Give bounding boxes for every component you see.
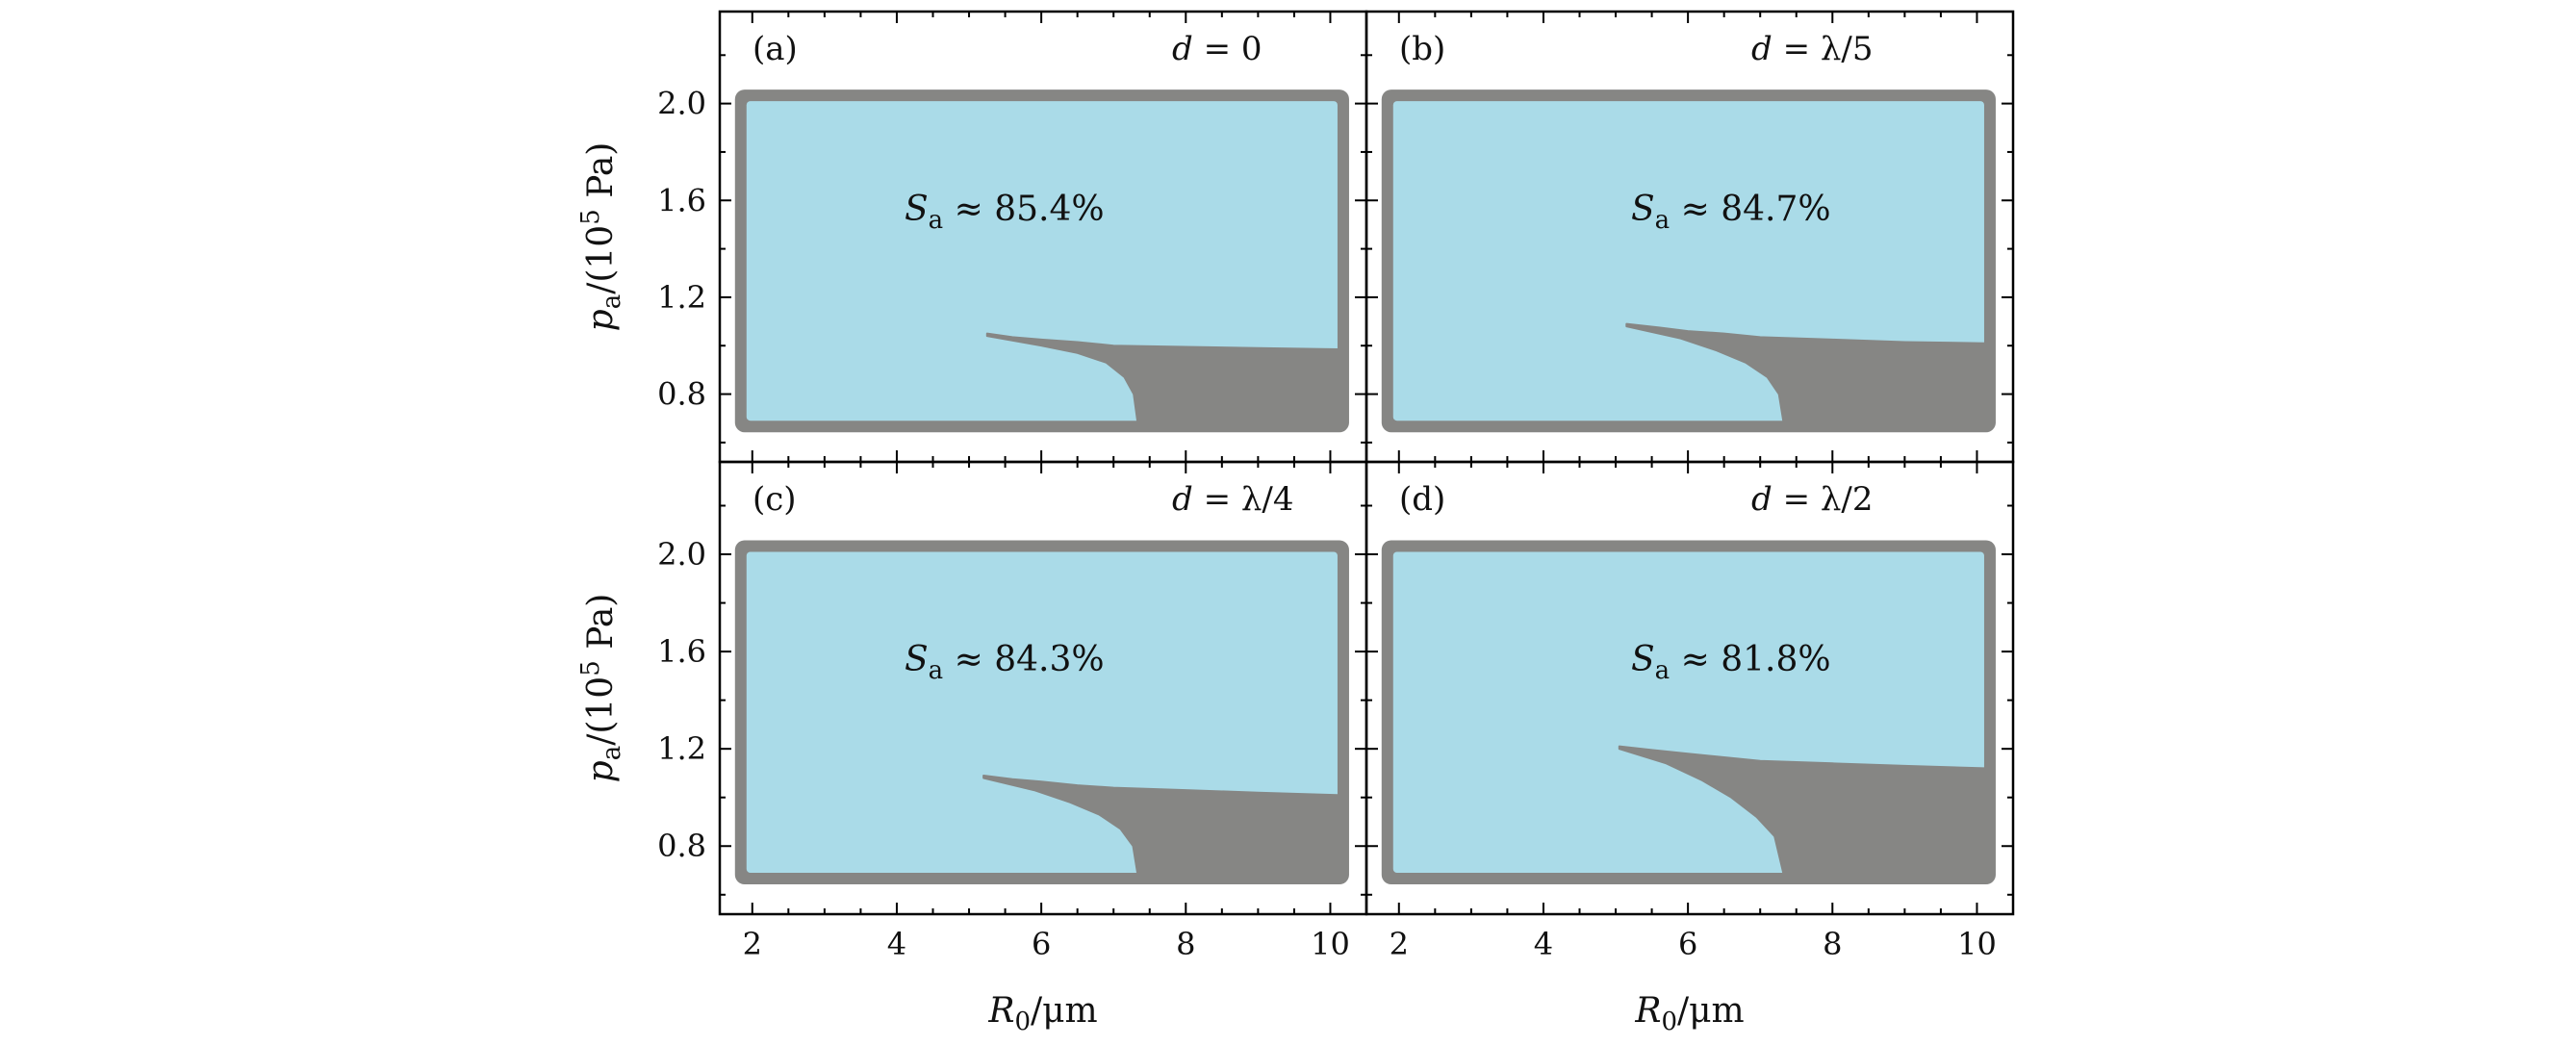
panel-c: 2 4 6 8 10 0.8 1.2 1.6 2.0 (c) d = λ/4 Sa ≈ 84.3% xyxy=(657,460,1368,962)
title-value: = λ/5 xyxy=(1773,30,1874,68)
unstable-region xyxy=(982,775,1339,874)
panel-label: (b) xyxy=(1399,30,1445,68)
stability-annotation: Sa ≈ 84.3% xyxy=(905,640,1105,685)
y-axis-label: pa/(105 Pa) xyxy=(576,142,626,332)
ann-subscript: a xyxy=(929,206,944,235)
panel-title: d = λ/4 xyxy=(1172,480,1294,519)
panel-title: d = λ/5 xyxy=(1751,30,1874,68)
ylabel-unit: /(10 xyxy=(581,676,621,746)
ylabel-symbol: p xyxy=(581,309,621,331)
x-axis-label: R0/μm xyxy=(1634,991,1744,1036)
ylabel-symbol: p xyxy=(581,760,621,782)
ann-symbol: S xyxy=(1631,190,1655,229)
stability-annotation: Sa ≈ 81.8% xyxy=(1631,640,1831,685)
xlabel-unit: /μm xyxy=(1031,991,1098,1031)
xlabel-subscript: 0 xyxy=(1661,1008,1677,1036)
stability-annotation: Sa ≈ 85.4% xyxy=(905,190,1105,235)
x-tick-label: 6 xyxy=(1678,926,1697,962)
x-tick-label: 10 xyxy=(1957,926,1997,962)
xlabel-subscript: 0 xyxy=(1014,1008,1031,1036)
ann-value: ≈ 85.4% xyxy=(943,190,1104,229)
y-tick-label: 1.6 xyxy=(657,633,706,670)
x-axis-label: R0/μm xyxy=(987,991,1097,1036)
x-tick-label: 8 xyxy=(1823,926,1842,962)
title-variable: d xyxy=(1172,30,1193,68)
ann-value: ≈ 84.7% xyxy=(1670,190,1830,229)
ann-value: ≈ 81.8% xyxy=(1670,640,1830,679)
x-tick-label: 2 xyxy=(743,926,762,962)
y-tick-label: 2.0 xyxy=(657,536,706,573)
unstable-region xyxy=(1618,745,1985,874)
xlabel-symbol: R xyxy=(987,991,1014,1031)
panel-title: d = λ/2 xyxy=(1751,480,1874,519)
panel-title: d = 0 xyxy=(1172,30,1262,68)
x-tick-label: 6 xyxy=(1032,926,1051,962)
ann-symbol: S xyxy=(905,190,929,229)
stable-region xyxy=(746,101,1338,421)
x-tick-label: 8 xyxy=(1176,926,1195,962)
panel-label: (c) xyxy=(752,480,797,519)
panel-d: 2 4 6 8 10 (d) d = λ/2 Sa ≈ 81.8% xyxy=(1365,460,2015,962)
y-tick-label: 1.6 xyxy=(657,182,706,218)
ylabel-subscript: a xyxy=(598,294,626,310)
stability-annotation: Sa ≈ 84.7% xyxy=(1631,190,1831,235)
y-tick-label: 1.2 xyxy=(657,730,706,767)
ann-symbol: S xyxy=(1631,640,1655,679)
title-variable: d xyxy=(1751,480,1773,519)
title-value: = 0 xyxy=(1193,30,1262,68)
y-tick-label: 1.2 xyxy=(657,279,706,316)
title-variable: d xyxy=(1172,480,1193,519)
ann-subscript: a xyxy=(1655,206,1671,235)
ylabel-superscript: 5 xyxy=(576,209,605,225)
y-axis-label: pa/(105 Pa) xyxy=(576,594,626,783)
title-value: = λ/4 xyxy=(1193,480,1294,519)
ann-subscript: a xyxy=(929,656,944,685)
xlabel-symbol: R xyxy=(1634,991,1661,1031)
y-tick-label: 2.0 xyxy=(657,86,706,122)
x-tick-label: 4 xyxy=(1534,926,1553,962)
ylabel-tail: Pa) xyxy=(581,142,621,210)
panel-label: (a) xyxy=(752,30,798,68)
ylabel-tail: Pa) xyxy=(581,594,621,661)
panel-b: (b) d = λ/5 Sa ≈ 84.7% xyxy=(1365,10,2015,464)
xlabel-unit: /μm xyxy=(1677,991,1745,1031)
title-variable: d xyxy=(1751,30,1773,68)
y-tick-label: 0.8 xyxy=(657,376,706,413)
title-value: = λ/2 xyxy=(1773,480,1874,519)
ann-symbol: S xyxy=(905,640,929,679)
ylabel-superscript: 5 xyxy=(576,660,605,676)
ann-subscript: a xyxy=(1655,656,1671,685)
panel-label: (d) xyxy=(1399,480,1445,519)
ylabel-unit: /(10 xyxy=(581,225,621,294)
y-tick-label: 0.8 xyxy=(657,828,706,864)
x-tick-label: 2 xyxy=(1390,926,1409,962)
unstable-region xyxy=(985,332,1339,422)
ann-value: ≈ 84.3% xyxy=(943,640,1104,679)
panel-frame xyxy=(1365,460,2015,916)
x-tick-label: 10 xyxy=(1311,926,1350,962)
ylabel-subscript: a xyxy=(598,746,626,761)
unstable-region xyxy=(1625,322,1985,422)
x-tick-label: 4 xyxy=(887,926,906,962)
panel-a: 0.8 1.2 1.6 2.0 (a) d = 0 Sa ≈ 85.4% xyxy=(657,10,1368,464)
